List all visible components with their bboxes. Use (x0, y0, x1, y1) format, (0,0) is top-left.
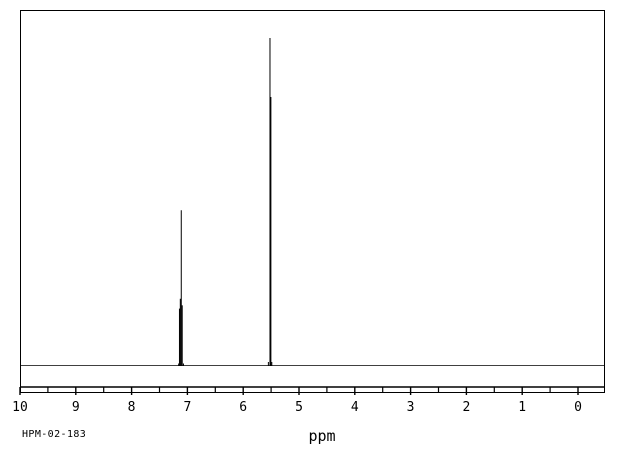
x-tick-label-10: 10 (12, 400, 28, 415)
x-tick-label-0: 0 (574, 400, 582, 415)
x-tick-label-6: 6 (239, 400, 248, 415)
x-tick-label-5: 5 (295, 400, 303, 415)
x-axis (19, 386, 605, 395)
x-tick-label-3: 3 (406, 400, 415, 415)
x-tick-label-1: 1 (518, 400, 527, 415)
trace-group (20, 38, 605, 366)
tick-label-row: 10 9 8 7 6 5 4 3 2 1 0 (0, 400, 620, 420)
sample-id-label: HPM-02-183 (22, 429, 87, 440)
spectrum-trace (20, 38, 605, 366)
plot-frame (20, 10, 605, 393)
x-tick-label-9: 9 (71, 400, 80, 415)
x-tick-label-7: 7 (183, 400, 192, 415)
x-tick-label-8: 8 (127, 400, 136, 415)
x-tick-label-2: 2 (462, 400, 471, 415)
x-axis-title: ppm (308, 427, 336, 445)
x-tick-label-4: 4 (350, 400, 359, 415)
tick-group (19, 387, 579, 395)
